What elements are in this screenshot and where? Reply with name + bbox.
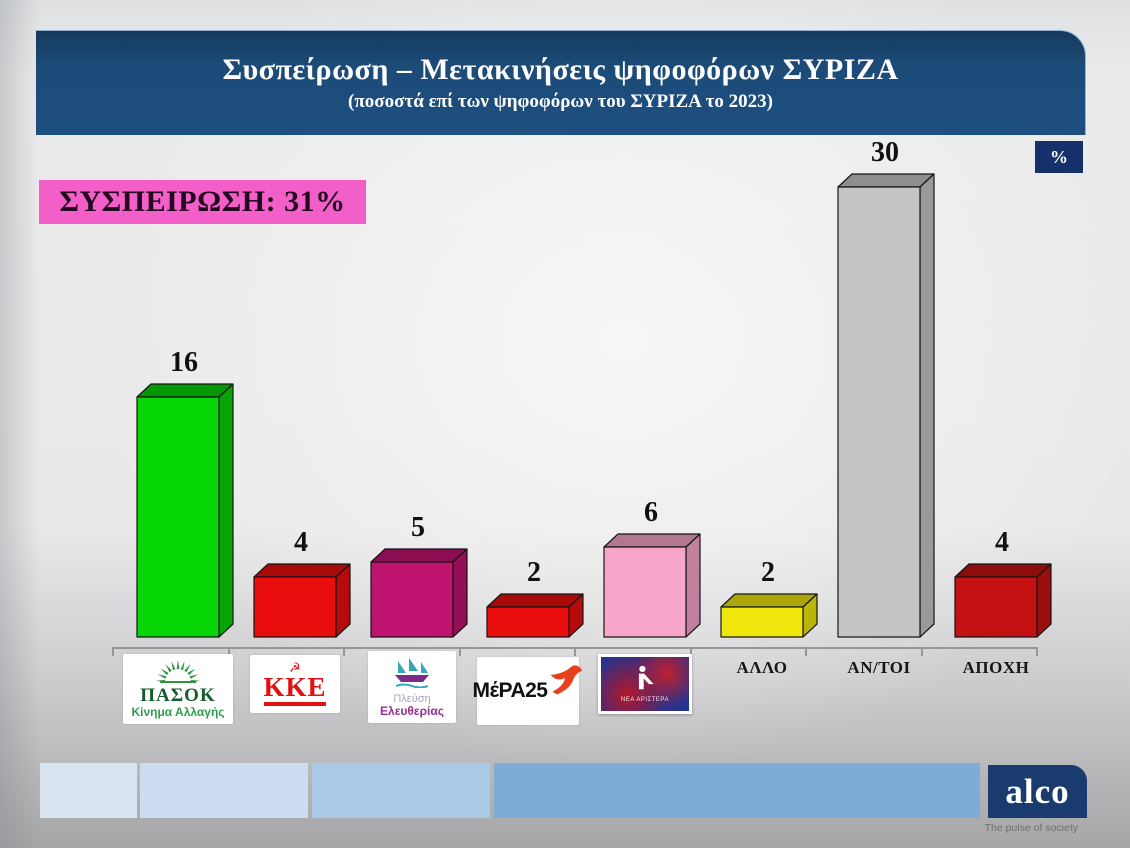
category-label-antoi: ΑΝ/ΤΟΙ xyxy=(847,658,911,677)
hammer-sickle-icon: ☭ xyxy=(289,661,301,677)
footer-stripe-segment-2 xyxy=(140,763,308,818)
bar-3d-shape xyxy=(136,383,234,638)
kke-name-text: ΚΚΕ xyxy=(263,672,327,703)
pasok-name-text: ΠΑΣΟΚ xyxy=(140,685,216,706)
pasok-sun-icon xyxy=(154,659,202,688)
alco-logo: alco xyxy=(988,765,1087,818)
chart-title: Συσπείρωση – Μετακινήσεις ψηφοφόρων ΣΥΡΙ… xyxy=(222,53,899,87)
x-axis-tick xyxy=(805,647,807,656)
bar-3d-shape xyxy=(720,593,818,638)
bar-3d-shape xyxy=(370,548,468,638)
chart-subtitle: (ποσοστά επί των ψηφοφόρων του ΣΥΡΙΖΑ το… xyxy=(348,90,773,112)
swallow-bird-icon xyxy=(549,664,583,701)
nea-aristera-logo: ΝΕΑ ΑΡΙΣΤΕΡΑ xyxy=(598,654,692,714)
x-axis-tick xyxy=(1036,647,1038,656)
pasok-subtitle-text: Κίνημα Αλλαγής xyxy=(131,705,225,719)
kke-logo: ☭ ΚΚΕ xyxy=(250,655,340,713)
cohesion-callout: ΣΥΣΠΕΙΡΩΣΗ: 31% xyxy=(39,180,366,224)
x-axis-tick xyxy=(112,647,114,656)
bar-value-label: 2 xyxy=(527,557,541,588)
bar-nea-aristera xyxy=(603,533,701,638)
alco-tagline: The pulse of society xyxy=(984,822,1078,834)
pasok-logo: ΠΑΣΟΚ Κίνημα Αλλαγής xyxy=(123,654,233,724)
bar-mera25 xyxy=(486,593,584,638)
x-axis-tick xyxy=(574,647,576,656)
mera25-logo: ΜέΡΑ25 xyxy=(473,657,583,725)
bar-3d-shape xyxy=(253,563,351,638)
kke-underline xyxy=(264,701,326,706)
x-axis-tick xyxy=(690,647,692,656)
bar-3d-shape xyxy=(954,563,1052,638)
bar-value-label: 5 xyxy=(411,512,425,543)
bar-pasok xyxy=(136,383,234,638)
bar-value-label: 30 xyxy=(871,137,899,168)
bar-value-label: 2 xyxy=(761,557,775,588)
bar-value-label: 16 xyxy=(170,347,198,378)
person-pictogram-icon xyxy=(633,665,657,696)
footer-stripe-segment-4 xyxy=(494,763,980,818)
bar-kke xyxy=(253,563,351,638)
plefsi-eleftherias-logo: Πλεύση Ελευθερίας xyxy=(368,651,456,723)
mera25-name-text: ΜέΡΑ25 xyxy=(472,679,548,702)
footer-stripe-segment-3 xyxy=(312,763,490,818)
bar-3d-shape xyxy=(603,533,701,638)
bar-apochi xyxy=(954,563,1052,638)
bar-value-label: 6 xyxy=(644,497,658,528)
plefsi-name-line1: Πλεύση xyxy=(393,692,431,705)
category-label-apochi: ΑΠΟΧΗ xyxy=(962,658,1030,677)
category-label-allo: ΑΛΛΟ xyxy=(736,658,788,677)
footer-stripe-segment-1 xyxy=(40,763,137,818)
bar-value-label: 4 xyxy=(294,527,308,558)
bar-3d-shape xyxy=(837,173,935,638)
x-axis-tick xyxy=(228,647,230,656)
bar-value-label: 4 xyxy=(995,527,1009,558)
x-axis-tick xyxy=(343,647,345,656)
percent-unit-badge: % xyxy=(1035,141,1083,173)
nea-aristera-name-text: ΝΕΑ ΑΡΙΣΤΕΡΑ xyxy=(621,697,669,703)
mera25-lockup: ΜέΡΑ25 xyxy=(472,664,584,703)
bar-plefsi-eleftherias xyxy=(370,548,468,638)
title-banner: Συσπείρωση – Μετακινήσεις ψηφοφόρων ΣΥΡΙ… xyxy=(36,30,1086,135)
x-axis-tick xyxy=(459,647,461,656)
alco-brand-text: alco xyxy=(1005,772,1070,811)
bar-3d-shape xyxy=(486,593,584,638)
x-axis-tick xyxy=(921,647,923,656)
bar-allo xyxy=(720,593,818,638)
plefsi-name-line2: Ελευθερίας xyxy=(380,703,444,718)
sailboat-icon xyxy=(390,656,434,693)
bar-antoi xyxy=(837,173,935,638)
